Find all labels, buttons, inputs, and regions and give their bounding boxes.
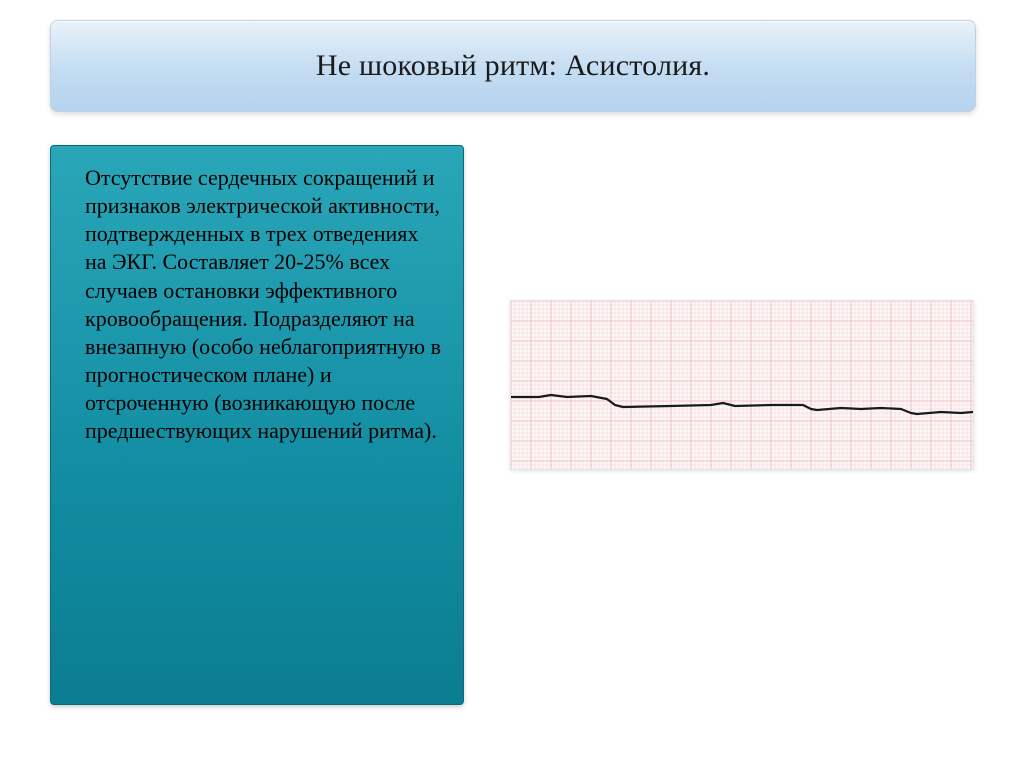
slide-title: Не шоковый ритм: Асистолия. xyxy=(316,49,710,83)
body-text-box: Отсутствие сердечных сокращений и призна… xyxy=(50,145,464,705)
title-bar: Не шоковый ритм: Асистолия. xyxy=(50,20,976,112)
ecg-strip xyxy=(510,300,974,470)
ecg-svg-container xyxy=(511,301,973,469)
slide: Не шоковый ритм: Асистолия. Отсутствие с… xyxy=(0,0,1024,767)
body-text: Отсутствие сердечных сокращений и призна… xyxy=(85,165,441,443)
